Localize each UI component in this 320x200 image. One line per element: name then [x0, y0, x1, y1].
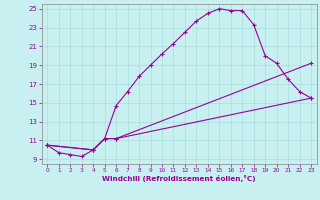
X-axis label: Windchill (Refroidissement éolien,°C): Windchill (Refroidissement éolien,°C) [102, 175, 256, 182]
